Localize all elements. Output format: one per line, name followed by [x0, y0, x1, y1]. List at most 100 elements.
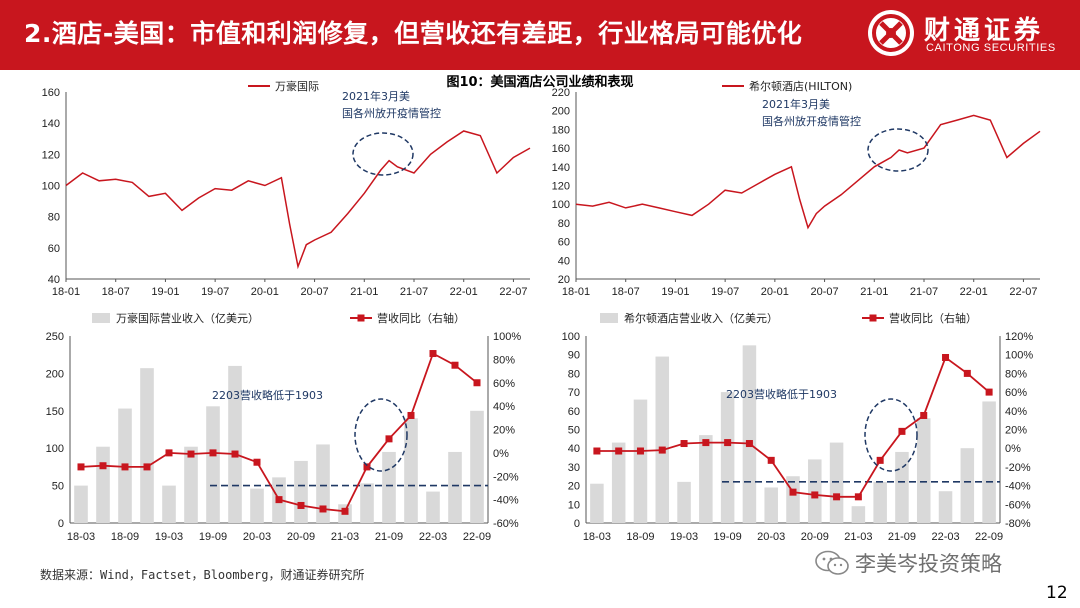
- yoy-marker: [187, 450, 195, 458]
- x-tick-label: 22-03: [931, 531, 959, 543]
- y2-tick-label: -20%: [1005, 462, 1031, 474]
- x-tick-label: 20-03: [757, 531, 785, 543]
- yoy-marker: [429, 350, 437, 358]
- revenue-bar: [611, 442, 626, 523]
- x-tick-label: 20-09: [287, 531, 315, 543]
- yoy-marker: [876, 456, 884, 464]
- x-tick-label: 21-09: [375, 531, 403, 543]
- revenue-bar: [916, 418, 931, 523]
- yoy-marker: [767, 456, 775, 464]
- wechat-icon: [815, 550, 849, 575]
- y-tick-label: 40: [48, 274, 60, 286]
- y-tick-label: 80: [48, 212, 60, 224]
- revenue-bar: [250, 488, 264, 523]
- revenue-bar: [74, 485, 88, 523]
- revenue-bar: [96, 446, 110, 523]
- x-tick-label: 21-07: [910, 286, 938, 298]
- annotation-text: 2021年3月美: [342, 89, 410, 103]
- y2-tick-label: -60%: [493, 518, 519, 530]
- y-tick-label: 200: [552, 106, 570, 118]
- yoy-marker: [615, 447, 623, 455]
- y2-tick-label: 20%: [493, 425, 515, 437]
- annotation-text: 国各州放开疫情管控: [342, 106, 441, 120]
- page-number: 12: [1046, 583, 1068, 603]
- yoy-marker: [231, 450, 239, 458]
- y-tick-label: 20: [558, 274, 570, 286]
- annotation-ellipse: [354, 398, 408, 472]
- x-tick-label: 18-09: [626, 531, 654, 543]
- y-tick-label: 180: [552, 124, 570, 136]
- y-tick-label: 140: [42, 118, 60, 130]
- y-tick-label: 80: [558, 218, 570, 230]
- marriott-revenue-chart: 0 50 100 150 200 250 -60% -40% -20% 0% 20% 40% 60% 80…: [46, 311, 522, 543]
- yoy-marker: [451, 361, 459, 369]
- legend-swatch: [357, 314, 365, 322]
- yoy-marker: [385, 435, 393, 443]
- logo-text-en: CAITONG SECURITIES: [926, 42, 1056, 54]
- x-tick-label: 19-01: [151, 286, 179, 298]
- x-tick-label: 18-03: [583, 531, 611, 543]
- yoy-marker: [121, 463, 129, 471]
- legend-swatch: [92, 313, 110, 323]
- yoy-marker: [963, 369, 971, 377]
- revenue-bar: [382, 451, 396, 523]
- yoy-marker: [833, 493, 841, 501]
- y-tick-label: 40: [568, 443, 580, 455]
- revenue-bar: [206, 406, 220, 523]
- yoy-marker: [811, 491, 819, 499]
- y2-tick-label: 40%: [493, 401, 515, 413]
- annotation-ellipse: [352, 132, 414, 176]
- x-tick-label: 22-07: [1009, 286, 1037, 298]
- yoy-marker: [143, 463, 151, 471]
- y2-tick-label: 60%: [1005, 387, 1027, 399]
- logo-text-cn: 财通证券: [924, 16, 1045, 46]
- legend-swatch: [869, 314, 877, 322]
- y-tick-label: 60: [48, 243, 60, 255]
- hilton-revenue-chart: 0 10 20 30 40 50 60 70 80 90 100 -80% -60% -40% -20% 0%…: [562, 311, 1034, 543]
- y2-tick-label: -20%: [493, 471, 519, 483]
- legend-label: 希尔顿酒店营业收入（亿美元）: [624, 311, 778, 325]
- x-tick-label: 22-01: [450, 286, 478, 298]
- revenue-bar: [448, 451, 462, 523]
- yoy-marker: [99, 462, 107, 470]
- y-tick-label: 220: [552, 87, 570, 99]
- y-tick-label: 20: [568, 481, 580, 493]
- revenue-bar: [360, 483, 374, 523]
- revenue-bar: [720, 392, 735, 523]
- x-tick-label: 18-07: [612, 286, 640, 298]
- slide-title: 2.酒店-美国：市值和利润修复，但营收还有差距，行业格局可能优化: [24, 19, 803, 48]
- y-tick-label: 90: [568, 350, 580, 362]
- x-tick-label: 20-03: [243, 531, 271, 543]
- yoy-marker: [942, 354, 950, 362]
- yoy-marker: [593, 447, 601, 455]
- y2-tick-label: 100%: [1005, 350, 1033, 362]
- revenue-bar: [316, 444, 330, 523]
- revenue-bar: [938, 491, 953, 523]
- yoy-marker: [165, 449, 173, 457]
- revenue-bar: [764, 487, 778, 523]
- yoy-marker: [297, 501, 305, 509]
- y-tick-label: 60: [568, 406, 580, 418]
- y-tick-label: 120: [42, 149, 60, 161]
- legend-swatch: [600, 313, 618, 323]
- y2-tick-label: 80%: [493, 354, 515, 366]
- y2-tick-label: 60%: [493, 378, 515, 390]
- annotation-text: 2021年3月美: [762, 97, 830, 111]
- revenue-bar: [633, 399, 648, 523]
- y-tick-label: 100: [46, 443, 64, 455]
- y-tick-label: 60: [558, 237, 570, 249]
- yoy-marker: [680, 440, 688, 448]
- x-tick-label: 20-07: [301, 286, 329, 298]
- revenue-bar: [590, 483, 604, 523]
- data-source-note: 数据来源：Wind，Factset，Bloomberg，财通证券研究所: [40, 568, 365, 582]
- x-tick-label: 18-09: [111, 531, 139, 543]
- y-tick-label: 150: [46, 406, 64, 418]
- y-tick-label: 50: [568, 425, 580, 437]
- yoy-marker: [789, 488, 797, 496]
- yoy-marker: [920, 411, 928, 419]
- x-tick-label: 19-07: [711, 286, 739, 298]
- revenue-bar: [470, 410, 484, 523]
- x-tick-label: 21-07: [400, 286, 428, 298]
- yoy-marker: [341, 507, 349, 515]
- watermark: 李美岑投资策略: [815, 548, 1045, 576]
